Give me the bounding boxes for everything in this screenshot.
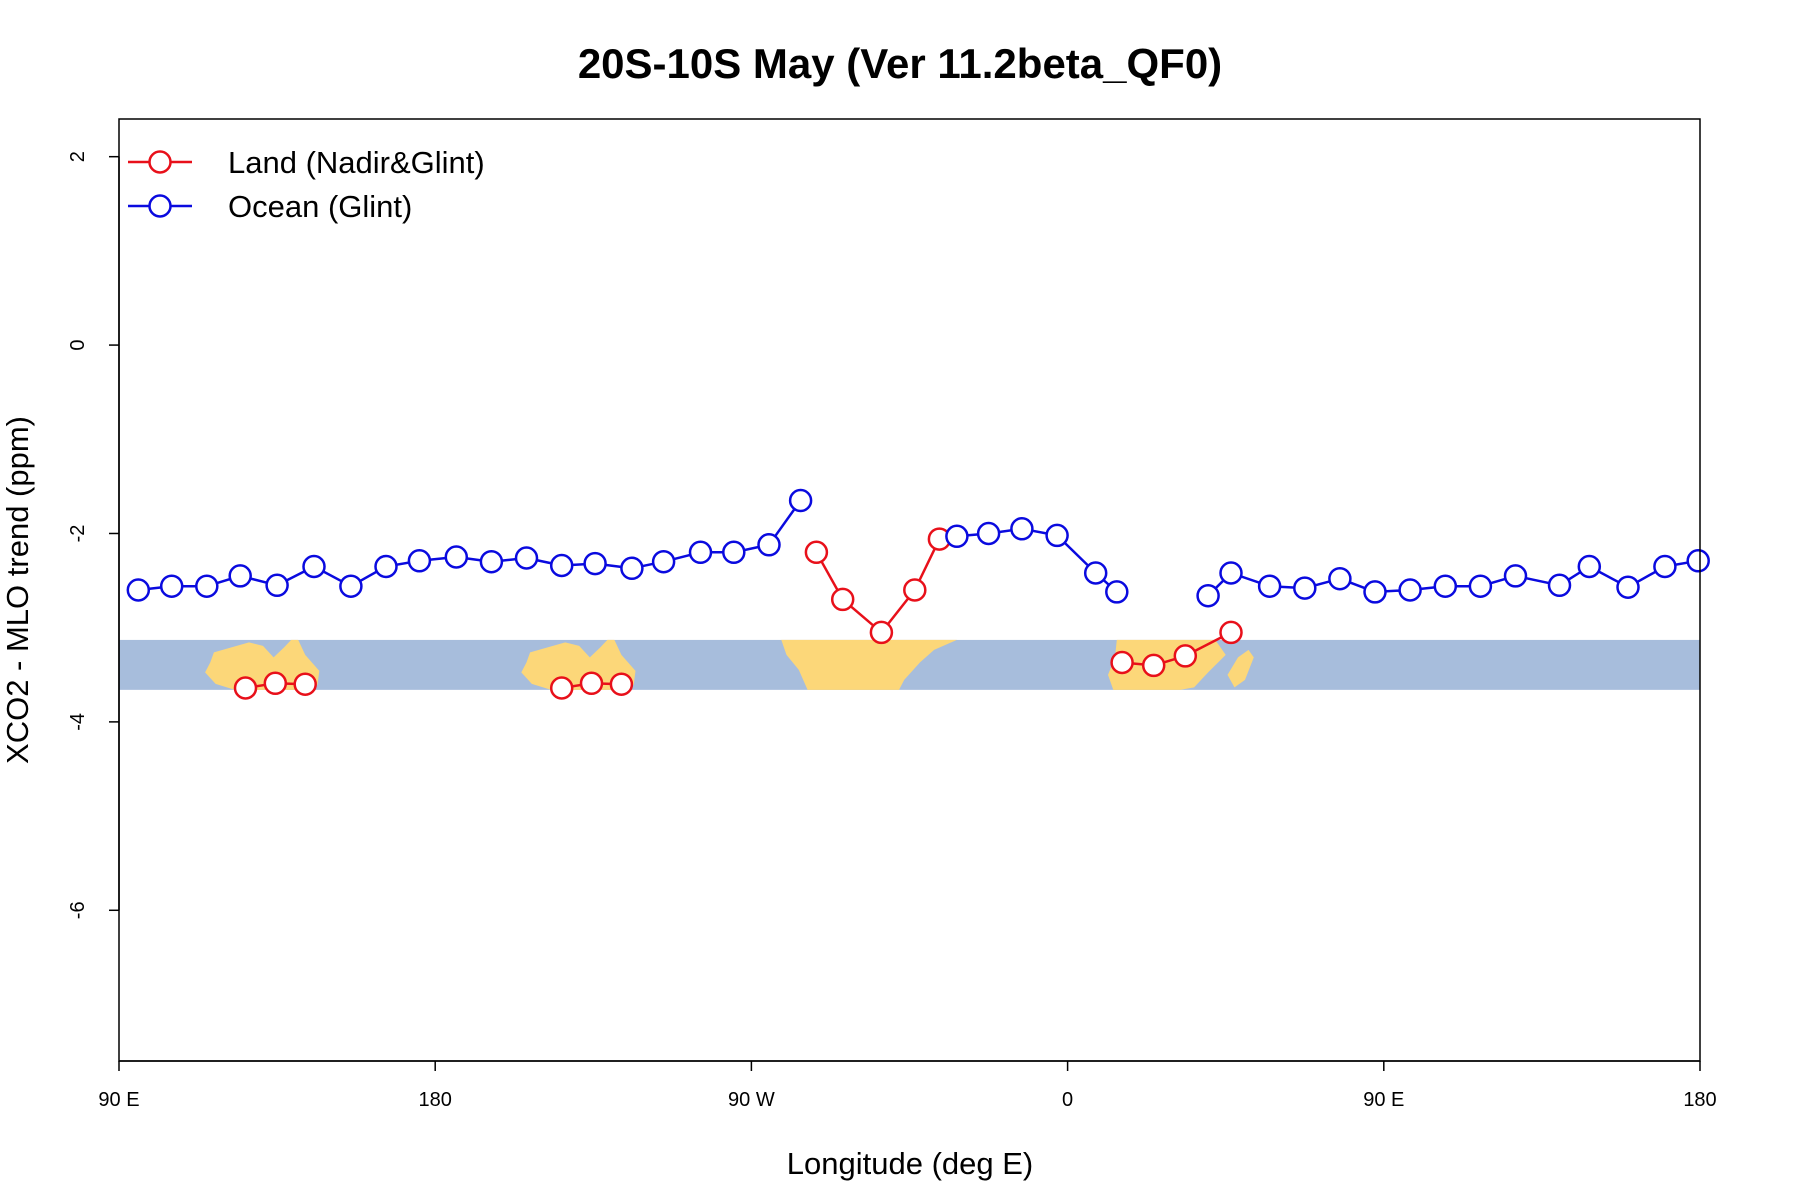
series-ocean-point xyxy=(1503,564,1528,588)
y-tick-label: 0 xyxy=(67,340,89,351)
series-land-point xyxy=(869,620,894,645)
series-land xyxy=(233,527,1243,700)
series-ocean-point xyxy=(1653,554,1677,579)
y-axis-label: XCO2 - MLO trend (ppm) xyxy=(0,416,35,764)
x-tick-label: 0 xyxy=(1062,1089,1073,1111)
series-ocean-point xyxy=(1547,573,1572,598)
series-ocean-point xyxy=(1433,574,1458,598)
series-land-point xyxy=(1110,650,1134,675)
series-land-point xyxy=(293,672,317,696)
series-ocean-point xyxy=(407,549,432,573)
series-ocean-point xyxy=(788,488,813,513)
x-tick-label: 90 E xyxy=(1363,1089,1404,1111)
series-land-point xyxy=(1173,644,1198,668)
chart-title: 20S-10S May (Ver 11.2beta_QF0) xyxy=(578,40,1222,87)
y-tick-label: -6 xyxy=(67,901,89,919)
series-ocean-point xyxy=(1468,574,1493,598)
series-ocean-point xyxy=(757,533,781,557)
series-ocean-point xyxy=(688,540,713,565)
series-ocean-point xyxy=(195,574,219,598)
legend: Land (Nadir&Glint) Ocean (Glint) xyxy=(128,145,485,224)
x-tick-label: 180 xyxy=(1683,1089,1716,1111)
series-ocean-point xyxy=(302,554,326,579)
land-south-america xyxy=(781,639,957,690)
series-land-point xyxy=(830,587,855,612)
series-land-point xyxy=(804,540,829,565)
x-tick-label: 90 W xyxy=(728,1089,775,1111)
series-ocean-point xyxy=(945,524,969,549)
series-ocean-point xyxy=(583,551,607,576)
series-land-point xyxy=(1219,620,1243,645)
series-land-point xyxy=(549,676,574,700)
series-ocean-point xyxy=(1577,554,1602,579)
series-ocean-point xyxy=(1363,580,1387,604)
series-ocean-point xyxy=(1105,580,1129,604)
series-land-point xyxy=(263,671,288,696)
series-ocean-point xyxy=(1328,566,1352,591)
series-layer xyxy=(126,488,1710,700)
series-ocean-point xyxy=(1293,576,1317,600)
legend-land-label: Land (Nadir&Glint) xyxy=(228,145,485,180)
series-land-point xyxy=(609,672,634,696)
x-tick-label: 180 xyxy=(419,1089,452,1111)
series-ocean xyxy=(126,488,1710,608)
legend-ocean-marker xyxy=(148,194,172,218)
series-ocean-point xyxy=(1219,561,1243,585)
y-tick-label: 2 xyxy=(67,151,89,162)
series-ocean-point xyxy=(479,549,504,574)
y-tick-label: -4 xyxy=(67,713,89,731)
series-ocean-point xyxy=(228,564,252,588)
series-land-point xyxy=(1141,653,1166,678)
series-ocean-point xyxy=(1045,523,1069,548)
series-ocean-point xyxy=(722,540,746,565)
series-land-line xyxy=(1121,631,1232,667)
x-tick-label: 90 E xyxy=(98,1089,139,1111)
series-ocean-point xyxy=(1398,578,1422,602)
series-ocean-point xyxy=(620,556,644,581)
x-axis-label: Longitude (deg E) xyxy=(787,1146,1033,1181)
x-axis: 90 E 180 90 W 0 90 E 180 xyxy=(98,1060,1717,1111)
series-ocean-point xyxy=(1616,575,1640,599)
series-ocean-point xyxy=(549,553,574,578)
series-ocean-point xyxy=(265,573,289,598)
series-ocean-point xyxy=(126,578,151,602)
series-ocean-point xyxy=(976,521,1001,546)
series-ocean-point xyxy=(444,545,469,569)
series-ocean-point xyxy=(1010,517,1034,541)
series-ocean-point xyxy=(1257,574,1282,598)
series-ocean-point xyxy=(374,554,398,579)
y-tick-label: -2 xyxy=(67,525,89,543)
y-axis: 2 0 -2 -4 -6 xyxy=(67,151,120,919)
series-ocean-point xyxy=(159,574,184,598)
map-band xyxy=(119,639,1700,690)
legend-ocean-label: Ocean (Glint) xyxy=(228,189,412,224)
series-ocean-point xyxy=(339,574,363,598)
series-ocean-point xyxy=(651,549,676,574)
land-madagascar xyxy=(1227,649,1254,688)
series-ocean-point xyxy=(1686,549,1710,573)
land-australia xyxy=(205,639,320,690)
series-land-point xyxy=(579,671,604,696)
legend-land-marker xyxy=(148,150,172,174)
series-ocean-point xyxy=(514,546,539,570)
series-ocean-point xyxy=(1083,561,1108,585)
land-australia-repeat xyxy=(521,639,636,690)
series-land-point xyxy=(233,676,258,700)
series-ocean-point xyxy=(1196,583,1220,608)
series-land-point xyxy=(903,578,927,602)
